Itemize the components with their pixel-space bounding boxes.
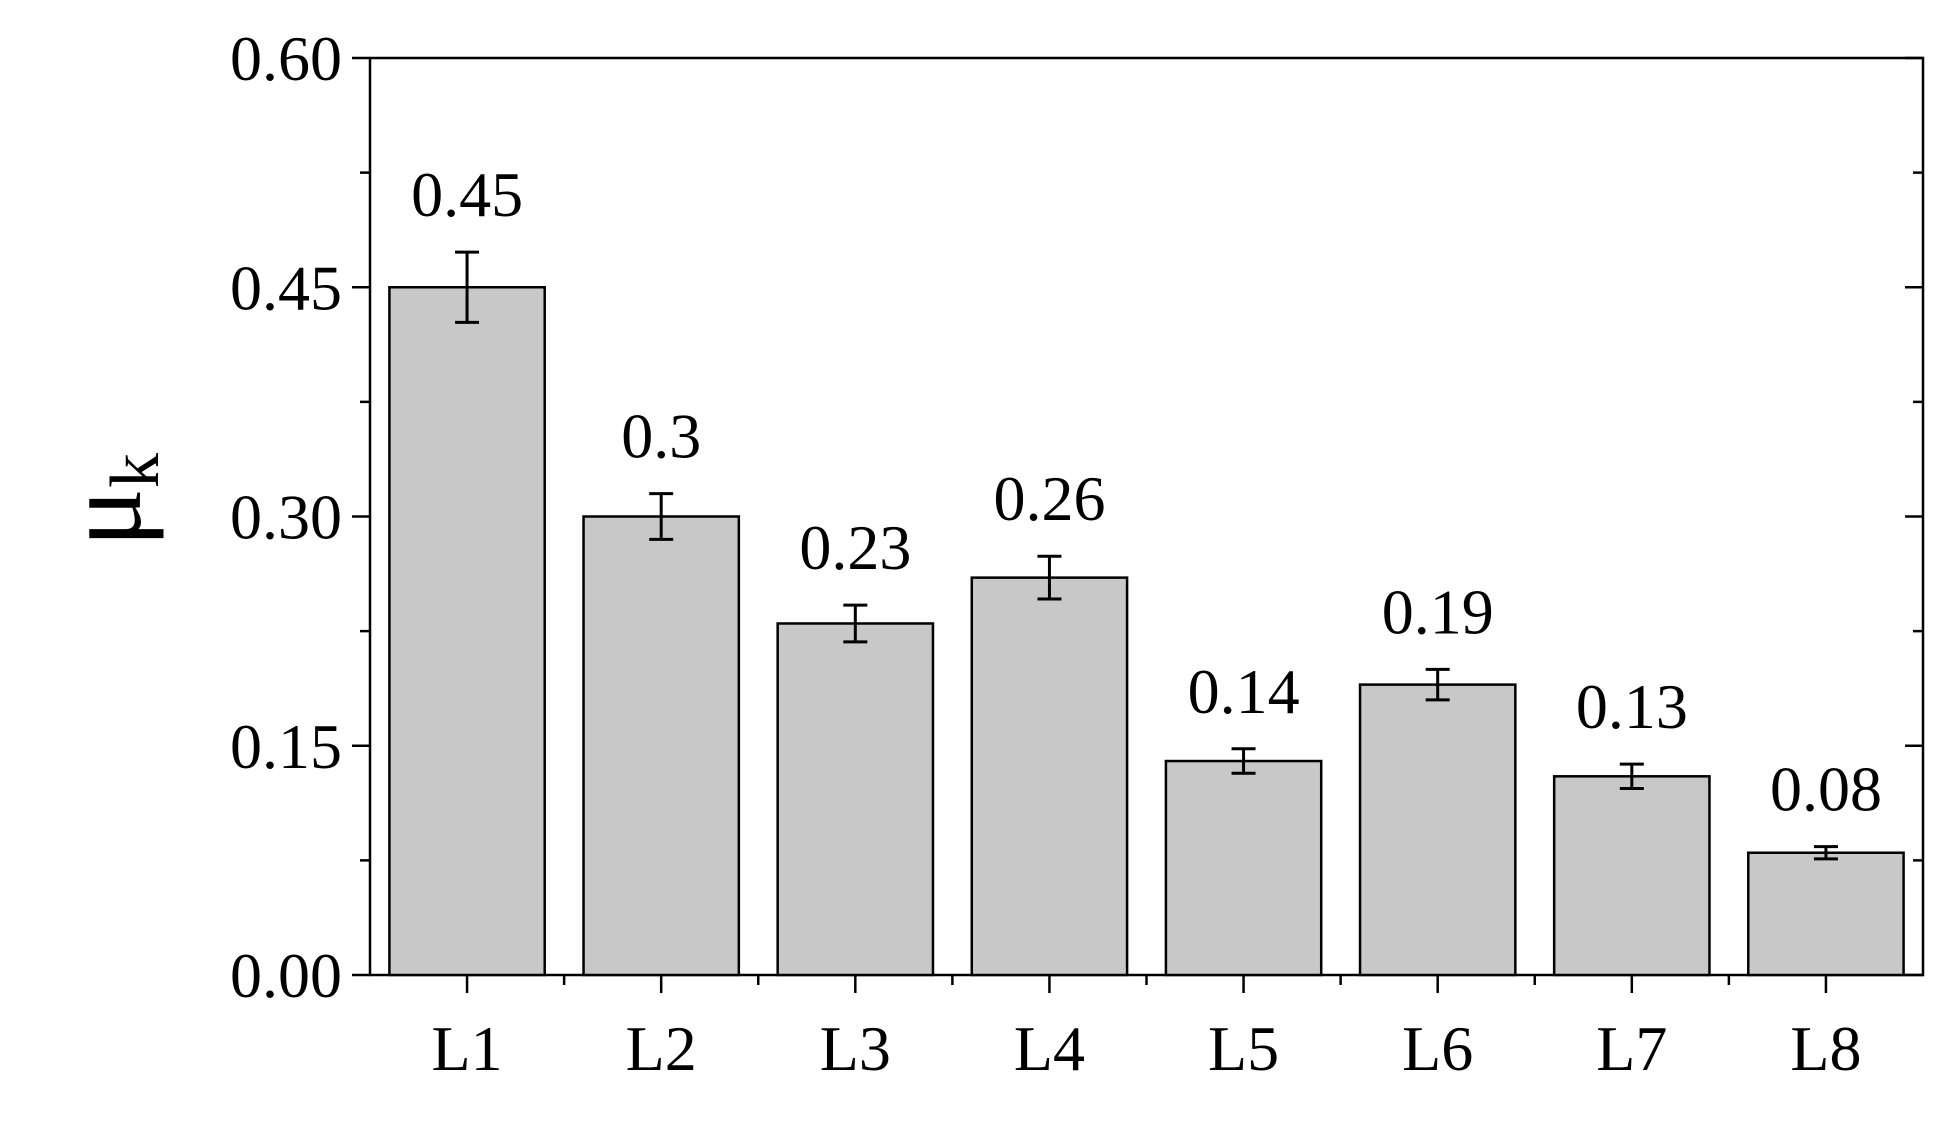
x-tick-label-L8: L8 — [1790, 1013, 1861, 1084]
data-label-L4: 0.26 — [993, 463, 1105, 534]
data-label-L6: 0.19 — [1382, 576, 1494, 647]
x-tick-label-L3: L3 — [820, 1013, 891, 1084]
y-axis-label-symbol: μ — [42, 488, 164, 547]
x-tick-label-L1: L1 — [432, 1013, 503, 1084]
bar-L2 — [582, 515, 741, 977]
axes-layer — [352, 56, 1925, 993]
bar-L6 — [1358, 683, 1517, 977]
data-label-L7: 0.13 — [1576, 671, 1688, 742]
y-tick-label: 0.15 — [230, 711, 342, 782]
y-axis-label-subscript: k — [97, 453, 174, 488]
bar-L5 — [1164, 759, 1323, 977]
x-tick-label-L6: L6 — [1402, 1013, 1473, 1084]
x-tick-label-L4: L4 — [1014, 1013, 1085, 1084]
bar-L7 — [1552, 775, 1711, 977]
labels-layer: 0.00 0.15 0.30 0.45 0.60 0.45 L1 0.3 L2 0.23 L3 0.2… — [230, 23, 1882, 1084]
y-tick-label: 0.60 — [230, 23, 342, 94]
x-tick-label-L7: L7 — [1596, 1013, 1667, 1084]
x-tick-label-L2: L2 — [626, 1013, 697, 1084]
bar-L3 — [776, 622, 935, 977]
data-label-L8: 0.08 — [1770, 754, 1882, 825]
data-label-L2: 0.3 — [621, 401, 701, 472]
data-label-L5: 0.14 — [1188, 656, 1300, 727]
data-label-L3: 0.23 — [799, 512, 911, 583]
bars-layer — [388, 250, 1905, 977]
y-axis-label: μk — [42, 453, 174, 547]
y-tick-label: 0.00 — [230, 940, 342, 1011]
x-tick-label-L5: L5 — [1208, 1013, 1279, 1084]
bar-L4 — [970, 576, 1129, 977]
bar-L8 — [1747, 851, 1905, 977]
bar-L1 — [388, 286, 546, 977]
svg-text:μk: μk — [42, 453, 174, 547]
y-tick-label: 0.45 — [230, 252, 342, 323]
y-tick-label: 0.30 — [230, 482, 342, 553]
data-label-L1: 0.45 — [411, 159, 523, 230]
